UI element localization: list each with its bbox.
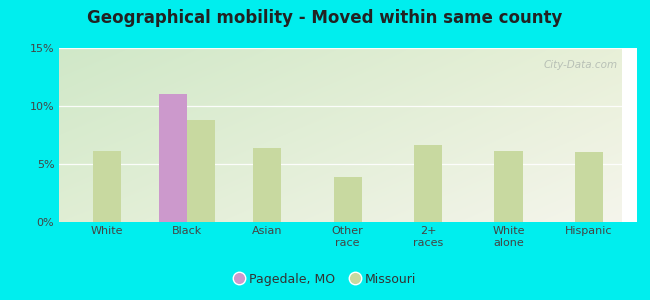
Legend: Pagedale, MO, Missouri: Pagedale, MO, Missouri bbox=[229, 268, 421, 291]
Bar bbox=[333, 177, 362, 222]
Text: City-Data.com: City-Data.com bbox=[543, 60, 618, 70]
Bar bbox=[93, 151, 121, 222]
Bar bbox=[414, 146, 442, 222]
Bar bbox=[159, 94, 187, 222]
Bar bbox=[187, 120, 215, 222]
Bar bbox=[575, 152, 603, 222]
Bar bbox=[254, 148, 281, 222]
Text: Geographical mobility - Moved within same county: Geographical mobility - Moved within sam… bbox=[87, 9, 563, 27]
Bar bbox=[495, 151, 523, 222]
